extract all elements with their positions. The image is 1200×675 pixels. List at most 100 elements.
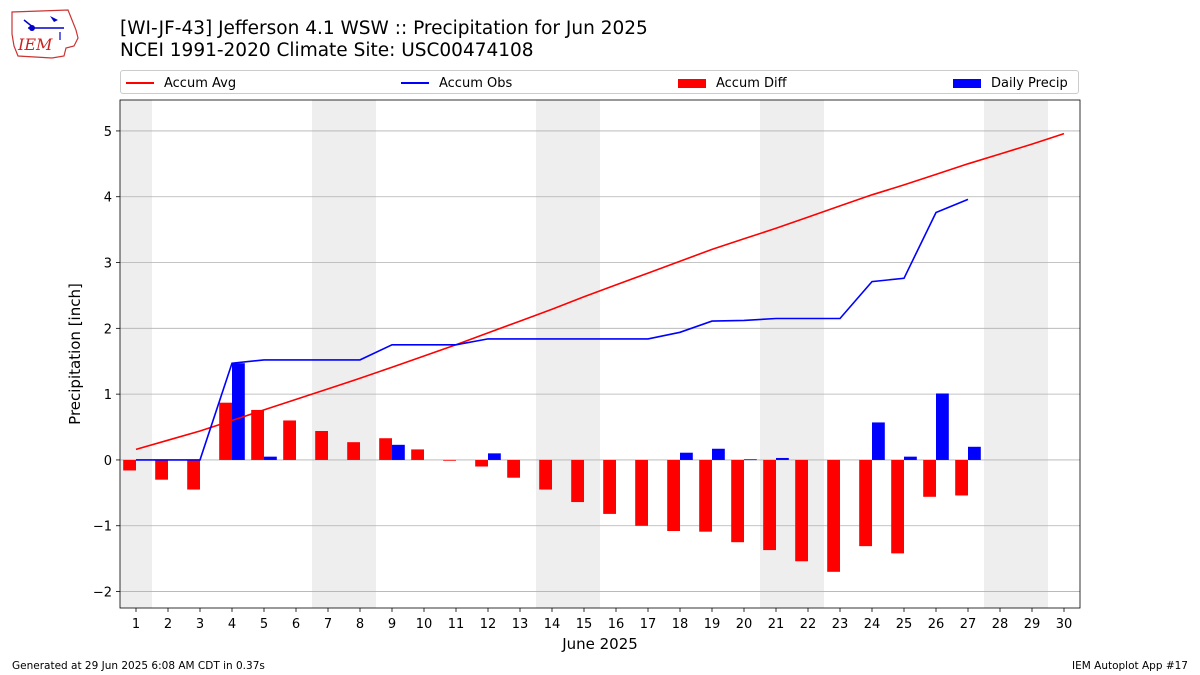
y-tick-label: 0 [104,454,112,469]
accum-diff-bar [155,459,168,480]
chart-title: [WI-JF-43] Jefferson 4.1 WSW :: Precipit… [120,18,648,39]
x-tick-label: 23 [832,617,849,632]
y-tick-label: 2 [104,322,112,337]
x-tick-label: 7 [324,617,332,632]
y-tick-label: −2 [93,586,112,601]
y-tick-label: 1 [104,388,112,403]
x-tick-label: 11 [448,617,465,632]
daily-precip-bar [968,446,981,460]
accum-diff-bar [283,420,296,460]
accum-avg-line [135,132,1065,451]
accum-diff-bar [443,459,456,461]
accum-diff-bar [571,459,584,503]
x-tick-label: 21 [768,617,785,632]
weekend-shade [1016,100,1048,608]
legend-label-accum-obs: Accum Obs [439,75,513,91]
accum-diff-bar [667,459,680,532]
y-tick-label: 5 [104,125,112,140]
legend-label-daily-precip: Daily Precip [991,75,1068,91]
x-tick-label: 4 [228,617,236,632]
accum-diff-bar [507,459,520,478]
accum-diff-bar [731,459,744,543]
accum-diff-bar [379,438,392,460]
x-tick-label: 20 [736,617,753,632]
x-tick-label: 17 [640,617,657,632]
y-tick-label: 4 [104,191,112,206]
x-tick-label: 22 [800,617,817,632]
accum-diff-bar [891,459,904,554]
weekend-shade [984,100,1016,608]
legend-swatch-daily-precip [953,78,981,88]
x-tick-label: 13 [512,617,529,632]
daily-precip-bar [232,363,245,460]
iem-logo: IEM [11,9,79,59]
accum-diff-bar [475,459,488,467]
accum-diff-bar [123,459,136,471]
x-tick-label: 15 [576,617,593,632]
accum-diff-bar [219,402,232,460]
accum-diff-bar [635,459,648,526]
daily-precip-bar [872,422,885,460]
accum-diff-bar [763,459,776,551]
daily-precip-bar [904,456,917,460]
chart-subtitle: NCEI 1991-2020 Climate Site: USC00474108 [120,40,534,61]
accum-diff-bar [411,449,424,460]
x-tick-label: 1 [132,617,140,632]
accum-diff-bar [347,442,360,460]
legend-item-accum-avg: Accum Avg [126,74,236,92]
legend-item-accum-obs: Accum Obs [401,74,512,92]
daily-precip-bar [776,457,789,460]
daily-precip-bar [680,452,693,460]
legend-swatch-accum-diff [678,78,706,88]
daily-precip-bar [936,393,949,460]
footer-app: IEM Autoplot App #17 [1072,660,1188,672]
accum-diff-bar [955,459,968,496]
x-tick-label: 28 [992,617,1009,632]
x-tick-label: 5 [260,617,268,632]
accum-diff-bar [251,409,264,460]
daily-precip-bar [488,453,501,460]
x-tick-label: 2 [164,617,172,632]
x-tick-label: 9 [388,617,396,632]
daily-precip-bar [392,444,405,460]
legend-swatch-accum-obs [401,82,429,84]
x-tick-label: 16 [608,617,625,632]
weekend-shade [568,100,600,608]
daily-precip-bar [744,459,757,461]
x-tick-label: 12 [480,617,497,632]
x-tick-label: 29 [1024,617,1041,632]
weekend-shade [312,100,344,608]
x-tick-label: 18 [672,617,689,632]
accum-diff-bar [699,459,712,532]
x-tick-label: 27 [960,617,977,632]
x-tick-label: 19 [704,617,721,632]
accum-diff-bar [795,459,808,562]
x-tick-label: 30 [1056,617,1073,632]
legend-item-daily-precip: Daily Precip [953,74,1068,92]
weekend-shade [536,100,568,608]
footer-generated: Generated at 29 Jun 2025 6:08 AM CDT in … [12,660,265,672]
y-tick-label: 3 [104,257,112,272]
legend-label-accum-diff: Accum Diff [716,75,787,91]
accum-diff-bar [827,459,840,572]
x-tick-label: 3 [196,617,204,632]
accum-diff-bar [187,459,200,490]
x-tick-label: 24 [864,617,881,632]
accum-diff-bar [539,459,552,490]
legend-swatch-accum-avg [126,82,154,84]
x-axis-label: June 2025 [561,635,638,653]
accum-diff-bar [603,459,616,514]
x-tick-label: 26 [928,617,945,632]
x-tick-label: 25 [896,617,913,632]
x-tick-label: 8 [356,617,364,632]
plot-frame [119,99,1081,609]
daily-precip-bar [264,456,277,460]
legend-item-accum-diff: Accum Diff [678,74,787,92]
accum-diff-bar [923,459,936,497]
y-tick-label: −1 [93,520,112,535]
accum-obs-line [136,198,969,461]
accum-diff-bar [859,459,872,547]
daily-precip-bar [712,448,725,460]
logo-text: IEM [17,35,53,54]
